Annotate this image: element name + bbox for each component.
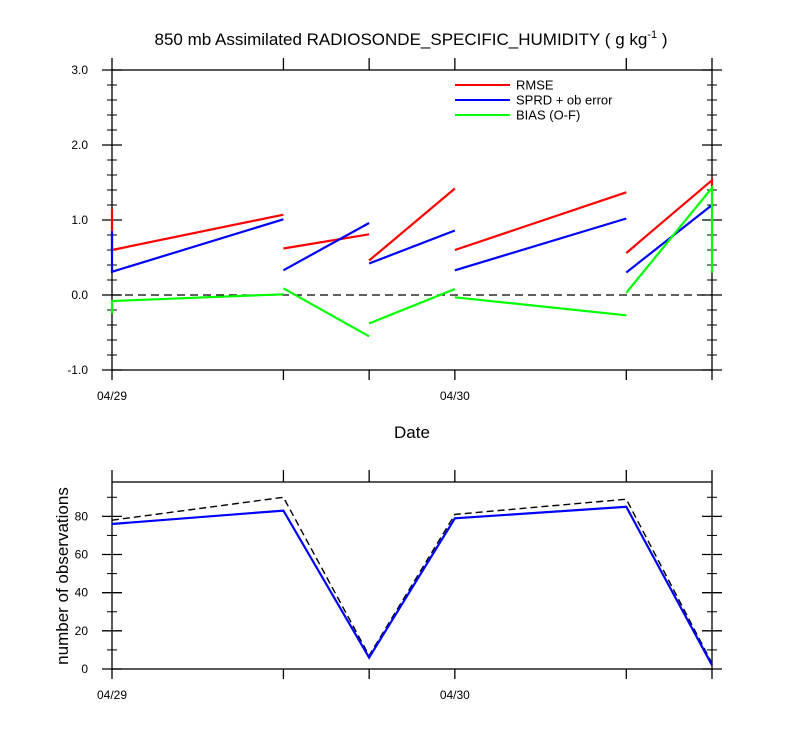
series-sprd-ob-error-line [454, 217, 627, 272]
top-x-tick-label: 04/29 [97, 389, 127, 403]
legend-label: BIAS (O-F) [516, 108, 580, 123]
series-assimilated-line [111, 505, 713, 666]
series-bias-o-f-line [110, 293, 284, 314]
series-bias-o-f-line [625, 184, 714, 294]
series-rmse-line [625, 177, 714, 254]
series-sprd-ob-error-line [368, 229, 456, 265]
top-y-tick-label: 3.0 [71, 63, 88, 77]
series-bias-o-f-line [282, 287, 370, 338]
bottom-y-tick-label: 80 [75, 509, 89, 523]
series-bias-o-f-line [454, 296, 627, 317]
series-rmse-line [283, 233, 370, 250]
series-rmse-line [110, 208, 284, 252]
bottom-plot-area: 04/29 04/30 0 20 40 60 80 [75, 470, 722, 702]
series-possible-line [111, 496, 713, 664]
bottom-y-tick-label: 40 [75, 586, 89, 600]
top-y-tick-label: 2.0 [71, 138, 88, 152]
bottom-y-tick-label: 0 [81, 662, 88, 676]
series-rmse-line [368, 187, 456, 262]
series-sprd-ob-error-line [110, 218, 284, 274]
bottom-x-tick-label: 04/29 [97, 688, 127, 702]
top-x-tick-label: 04/30 [440, 389, 470, 403]
series-rmse-line [454, 191, 627, 252]
legend-label: SPRD + ob error [516, 93, 613, 108]
series-sprd-ob-error-line [282, 222, 370, 272]
top-y-tick-label: 1.0 [71, 213, 88, 227]
bottom-x-tick-label: 04/30 [440, 688, 470, 702]
top-plot-area: 04/29 04/30 -1.0 0.0 1.0 2.0 3.0 [67, 58, 722, 403]
chart-title: 850 mb Assimilated RADIOSONDE_SPECIFIC_H… [155, 29, 668, 49]
bottom-frame [111, 481, 713, 670]
top-y-tick-label: -1.0 [67, 363, 88, 377]
legend-label: RMSE [516, 78, 554, 93]
bottom-series-group [111, 496, 713, 666]
y-axis-title: number of observations [53, 487, 72, 665]
top-y-tick-label: 0.0 [71, 288, 88, 302]
bottom-y-tick-label: 60 [75, 548, 89, 562]
bottom-y-tick-label: 20 [75, 624, 89, 638]
x-axis-title: Date [394, 423, 430, 442]
top-series-group [110, 177, 714, 338]
series-bias-o-f-line [368, 287, 456, 325]
